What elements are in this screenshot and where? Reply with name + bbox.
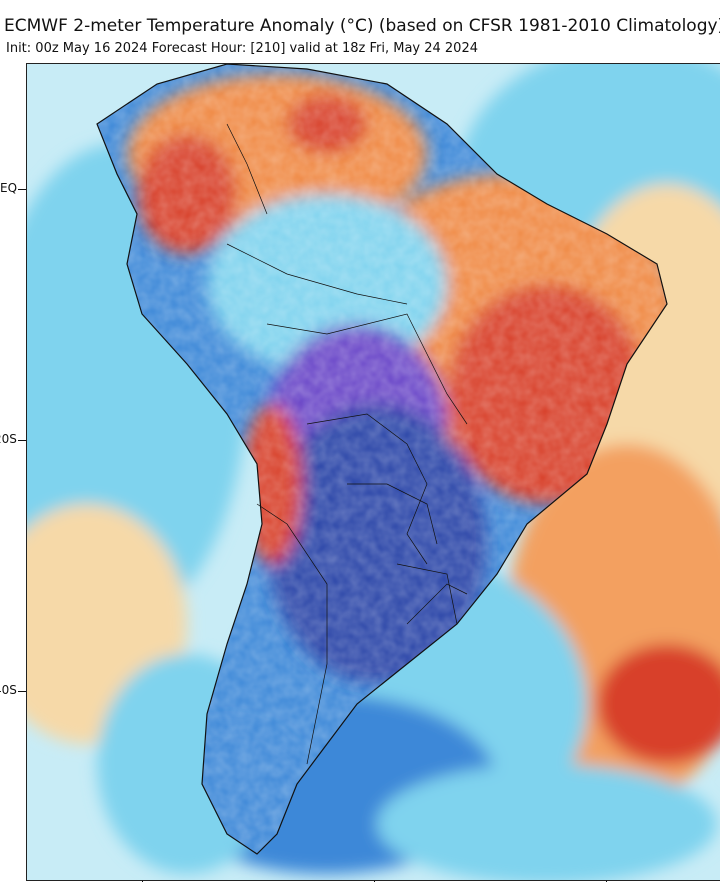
lat-label-20s: 20S	[0, 432, 17, 446]
map-subtitle: Init: 00z May 16 2024 Forecast Hour: [21…	[6, 41, 478, 56]
map-title: ECMWF 2-meter Temperature Anomaly (°C) (…	[4, 16, 720, 36]
anomaly-map-svg	[27, 64, 720, 880]
lat-label-40s: 40S	[0, 683, 17, 697]
ocean-anomaly-field	[27, 64, 720, 880]
lat-tick-40s	[18, 691, 26, 692]
lat-label-eq: EQ	[0, 181, 18, 195]
country-borders	[226, 123, 468, 765]
lat-tick-20s	[18, 440, 26, 441]
coastline	[96, 64, 668, 855]
lat-tick-eq	[18, 189, 26, 190]
anomaly-map	[26, 63, 720, 881]
